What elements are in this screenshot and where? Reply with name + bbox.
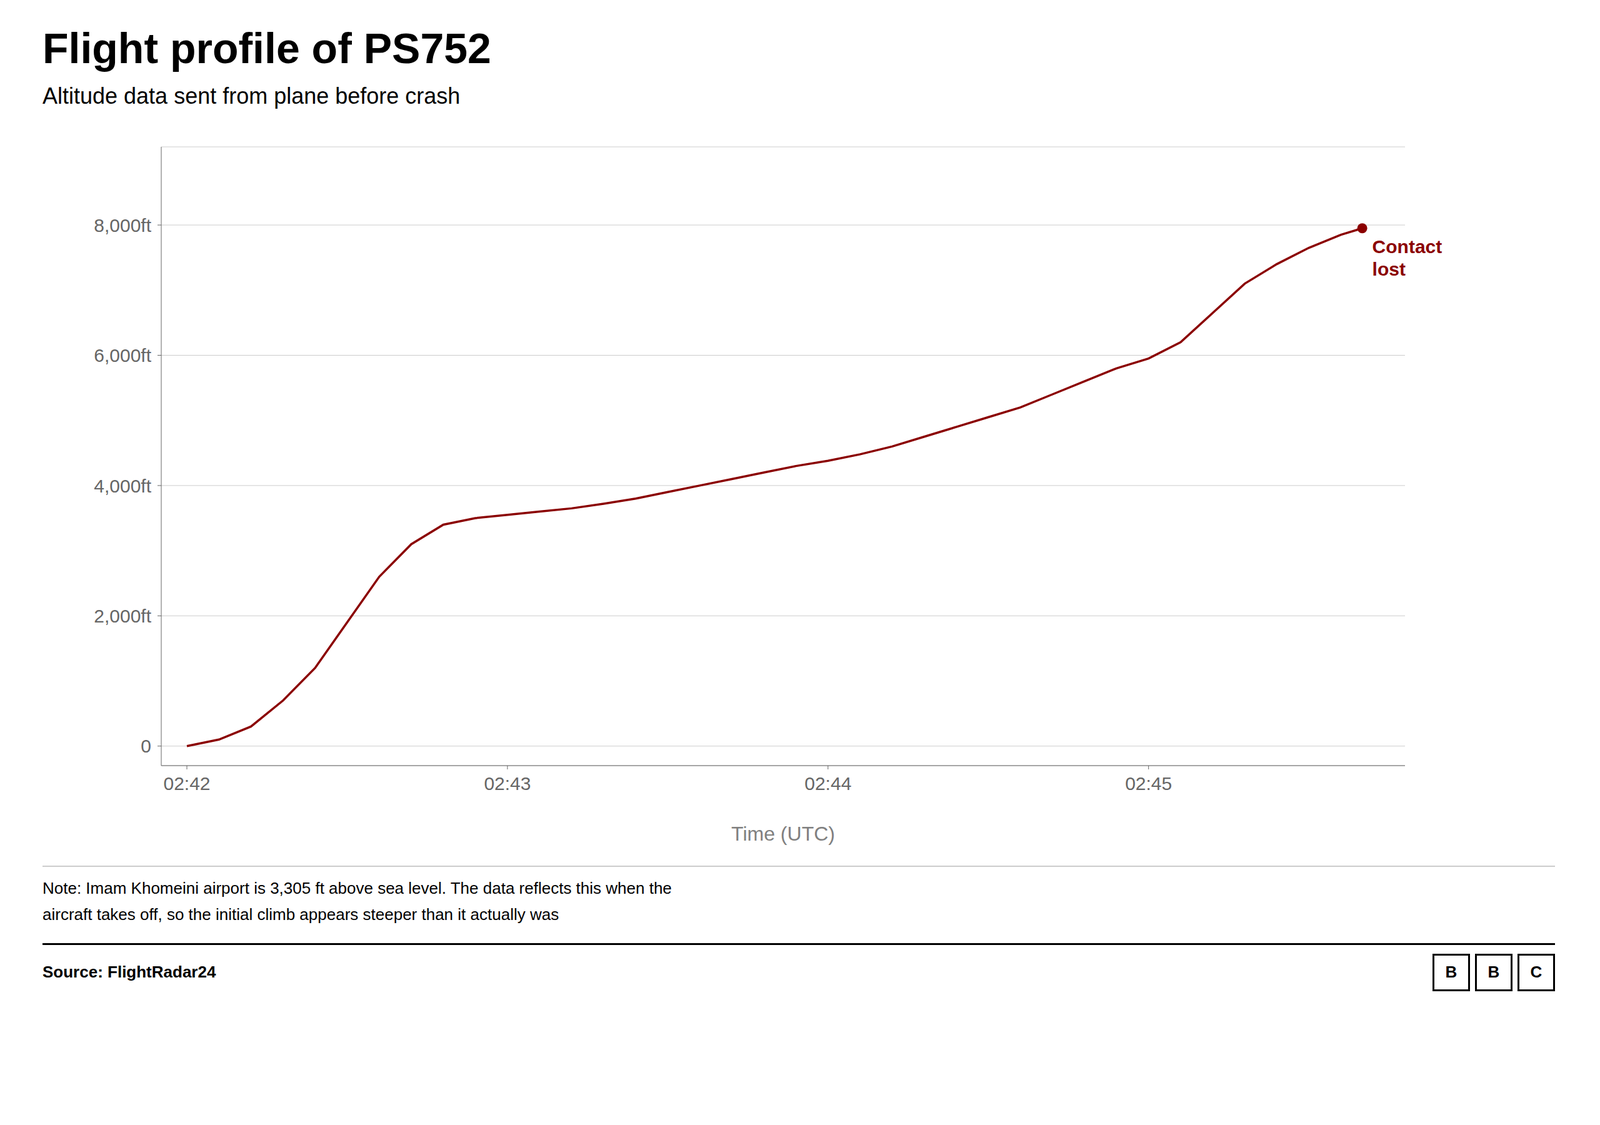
svg-text:02:43: 02:43 — [483, 773, 531, 795]
svg-text:02:45: 02:45 — [1125, 773, 1172, 795]
html-text:Note: Imam Khomeini airport is: Note: Imam Khomeini airport is 3,305 ft … — [42, 879, 672, 924]
svg-text:2,000ft: 2,000ft — [93, 605, 152, 627]
svg-text:0: 0 — [140, 736, 152, 757]
svg-text:8,000ft: 8,000ft — [93, 215, 152, 236]
svg-text:6,000ft: 6,000ft — [93, 345, 152, 366]
html-text:Source: FlightRadar24: Source: FlightRadar24 — [42, 962, 216, 982]
html-text:B: B — [1487, 962, 1500, 982]
html-text:B: B — [1445, 962, 1458, 982]
html-text:Altitude data sent from plane: Altitude data sent from plane before cra… — [42, 83, 461, 109]
svg-text:Contactlost: Contactlost — [1372, 236, 1443, 280]
svg-text:4,000ft: 4,000ft — [93, 475, 152, 497]
svg-text:02:42: 02:42 — [163, 773, 210, 795]
svg-text:Time (UTC): Time (UTC) — [731, 822, 835, 845]
svg-text:02:44: 02:44 — [804, 773, 852, 795]
html-text:Flight profile of PS752: Flight profile of PS752 — [42, 24, 492, 72]
html-text:C: C — [1530, 962, 1543, 982]
